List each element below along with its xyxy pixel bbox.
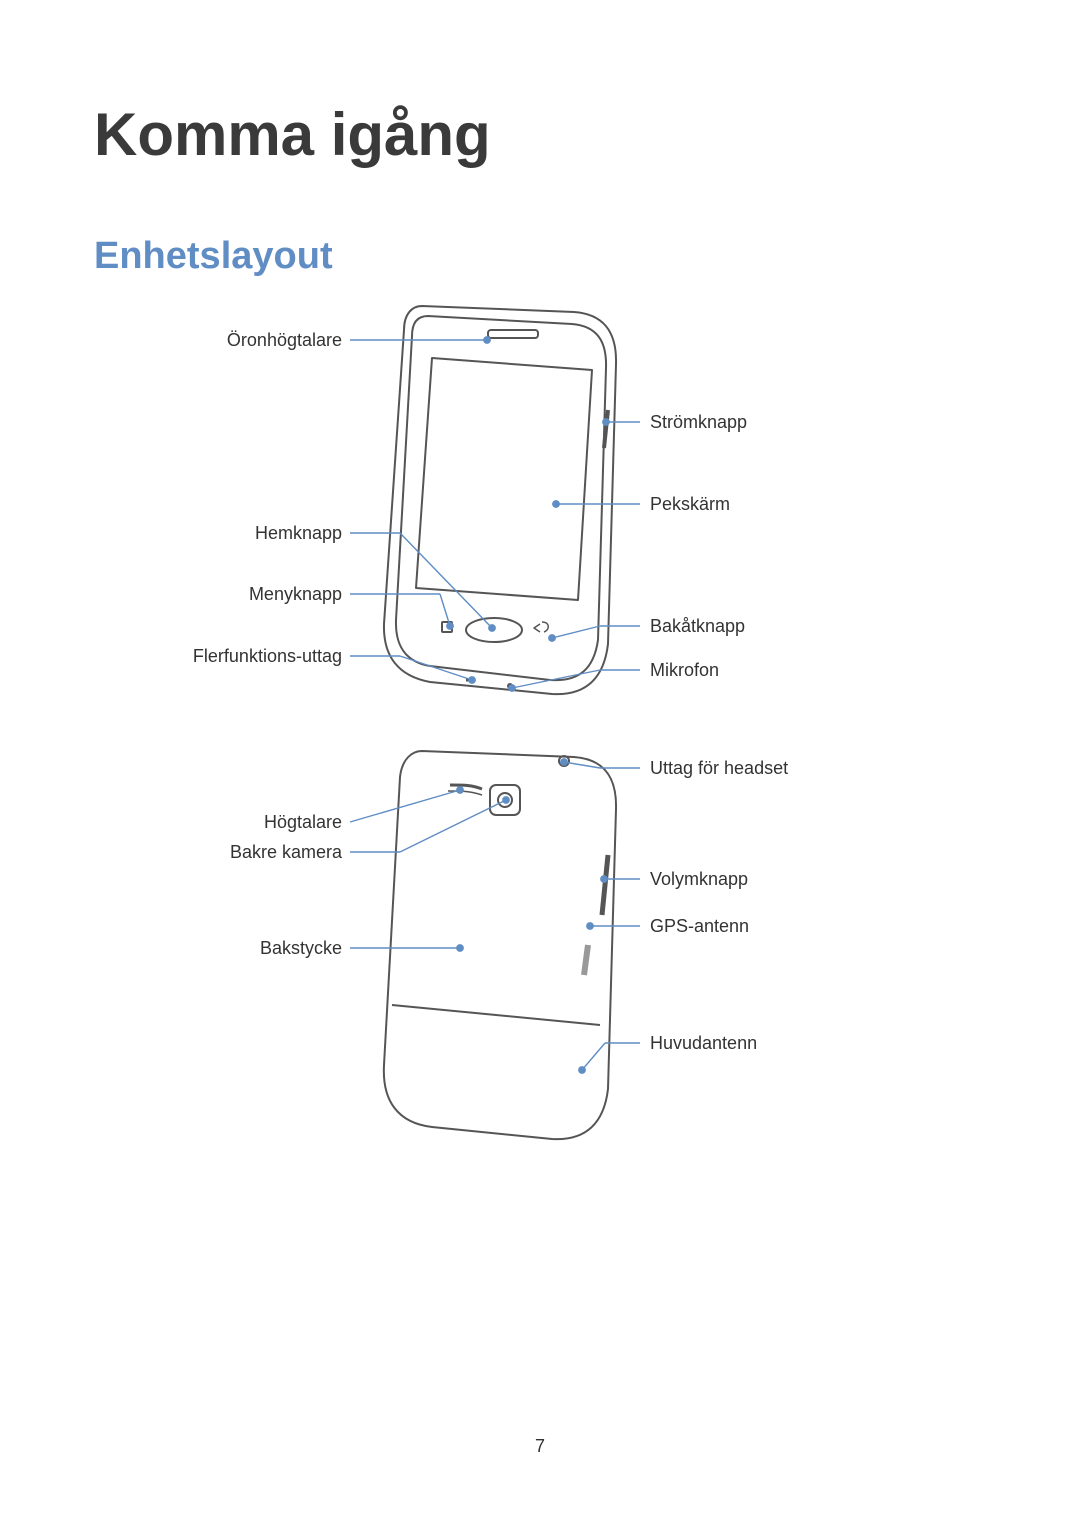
- device-layout-diagram: Öronhögtalare Hemknapp Menyknapp Flerfun…: [0, 300, 1080, 1130]
- page-title: Komma igång: [94, 100, 491, 169]
- section-title: Enhetslayout: [94, 235, 333, 278]
- leader-lines: [0, 300, 1080, 1130]
- page-number: 7: [0, 1436, 1080, 1457]
